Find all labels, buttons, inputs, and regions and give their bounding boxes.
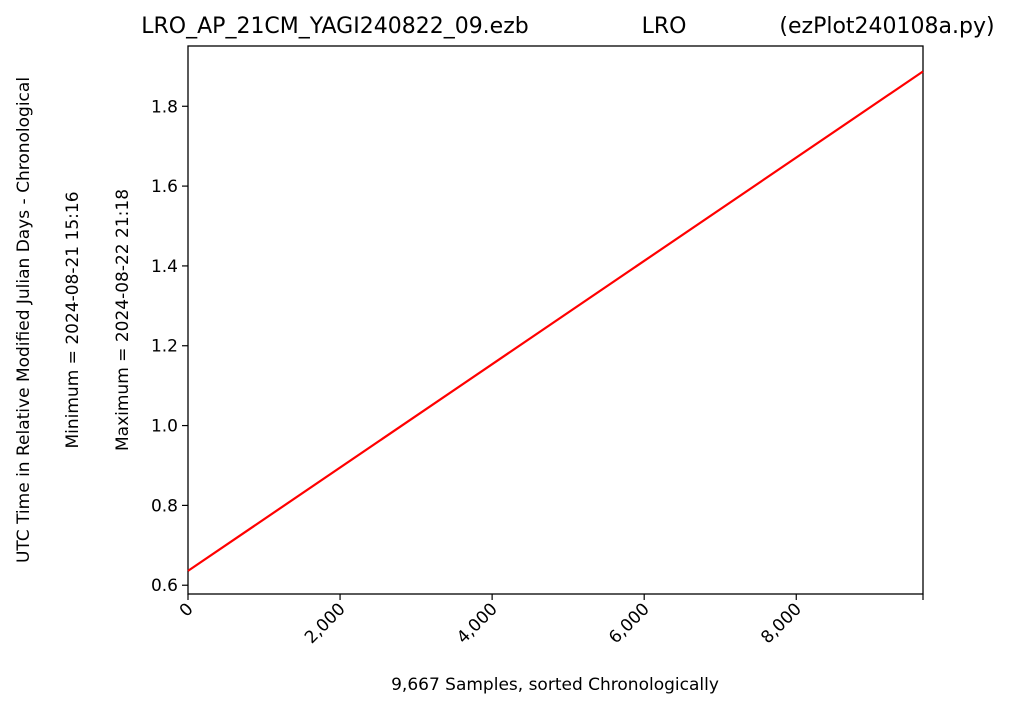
y-tick-label: 0.8: [151, 496, 178, 516]
y-tick-label: 1.0: [151, 417, 178, 437]
y-tick-label: 1.2: [151, 337, 178, 357]
y-axis-label-main: UTC Time in Relative Modified Julian Day…: [14, 77, 34, 563]
y-axis-label-minimum: Minimum = 2024-08-21 15:16: [63, 191, 83, 448]
y-tick-label: 0.6: [151, 576, 178, 596]
chart-title-file: LRO_AP_21CM_YAGI240822_09.ezb: [141, 14, 528, 39]
x-axis-label: 9,667 Samples, sorted Chronologically: [391, 675, 719, 695]
x-tick-label: 4,000: [453, 599, 502, 648]
x-tick-label: 2,000: [301, 599, 350, 648]
x-axis: 0 2,000 4,000 6,000 8,000: [176, 594, 924, 648]
y-tick-label: 1.4: [151, 257, 178, 277]
series-layer: [187, 70, 924, 572]
chart-title-program: (ezPlot240108a.py): [779, 14, 994, 39]
x-tick-label: 8,000: [757, 599, 806, 648]
plot-frame: [187, 45, 924, 595]
y-axis-label-maximum: Maximum = 2024-08-22 21:18: [113, 189, 133, 451]
chart-title-station: LRO: [642, 14, 687, 39]
y-axis: 0.6 0.8 1.0 1.2 1.4 1.6 1.8: [151, 97, 188, 596]
series-line: [187, 70, 924, 572]
plot-area: 0.6 0.8 1.0 1.2 1.4 1.6 1.8 0 2,000 4,000 6,000 8,…: [151, 45, 924, 648]
x-tick-label: 6,000: [605, 599, 654, 648]
x-tick-label: 0: [176, 599, 198, 621]
y-tick-label: 1.6: [151, 177, 178, 197]
y-tick-label: 1.8: [151, 97, 178, 117]
